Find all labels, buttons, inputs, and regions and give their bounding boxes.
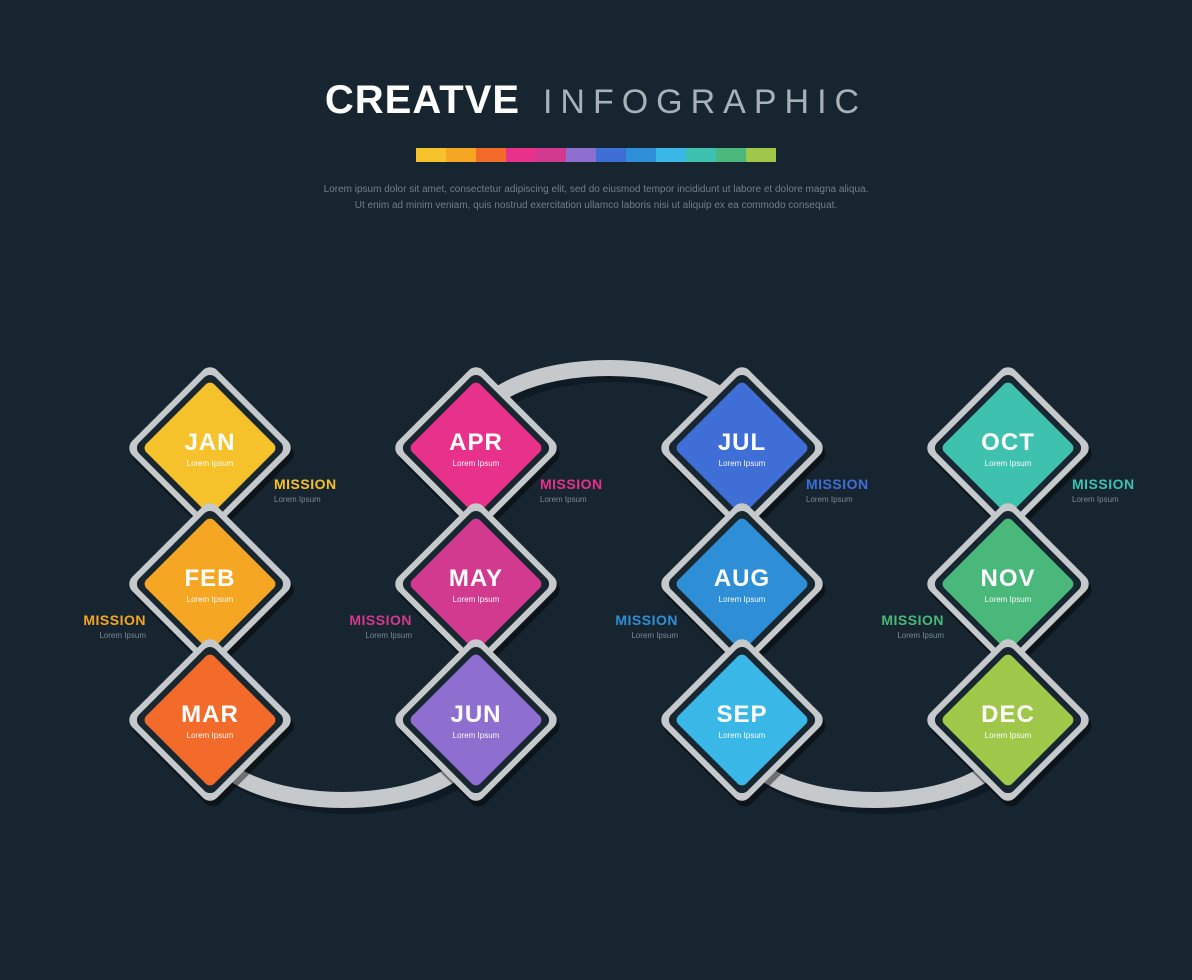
swatch <box>476 148 506 162</box>
month-label: JUN <box>450 701 501 729</box>
mission-sub: Lorem Ipsum <box>292 630 412 641</box>
month-sub: Lorem Ipsum <box>453 595 500 604</box>
month-sub: Lorem Ipsum <box>719 459 766 468</box>
month-node-sep: SEP Lorem Ipsum <box>682 660 802 780</box>
subtitle: Lorem ipsum dolor sit amet, consectetur … <box>0 182 1192 214</box>
mission-sub: Lorem Ipsum <box>824 630 944 641</box>
month-node-jun: JUN Lorem Ipsum <box>416 660 536 780</box>
month-node-aug: AUG Lorem Ipsum <box>682 524 802 644</box>
swatch <box>626 148 656 162</box>
month-sub: Lorem Ipsum <box>187 595 234 604</box>
mission-label: MISSION Lorem Ipsum <box>1072 476 1192 505</box>
mission-sub: Lorem Ipsum <box>806 494 926 505</box>
mission-label: MISSION Lorem Ipsum <box>824 612 944 641</box>
swatch <box>716 148 746 162</box>
month-label: MAR <box>181 701 239 729</box>
mission-label: MISSION Lorem Ipsum <box>540 476 660 505</box>
mission-title: MISSION <box>292 612 412 628</box>
month-label: APR <box>449 429 503 457</box>
title: CREATVE INFOGRAPHIC <box>0 78 1192 123</box>
month-sub: Lorem Ipsum <box>719 731 766 740</box>
month-label: JAN <box>184 429 235 457</box>
month-sub: Lorem Ipsum <box>985 595 1032 604</box>
month-sub: Lorem Ipsum <box>187 459 234 468</box>
month-label: DEC <box>981 701 1035 729</box>
mission-sub: Lorem Ipsum <box>558 630 678 641</box>
month-sub: Lorem Ipsum <box>187 731 234 740</box>
month-sub: Lorem Ipsum <box>719 595 766 604</box>
swatch <box>536 148 566 162</box>
swatch <box>416 148 446 162</box>
mission-label: MISSION Lorem Ipsum <box>292 612 412 641</box>
mission-title: MISSION <box>806 476 926 492</box>
month-node-jan: JAN Lorem Ipsum <box>150 388 270 508</box>
swatch <box>656 148 686 162</box>
mission-title: MISSION <box>26 612 146 628</box>
month-label: JUL <box>718 429 766 457</box>
month-node-apr: APR Lorem Ipsum <box>416 388 536 508</box>
month-label: SEP <box>716 701 767 729</box>
mission-label: MISSION Lorem Ipsum <box>274 476 394 505</box>
month-label: AUG <box>714 565 770 593</box>
infographic-stage: CREATVE INFOGRAPHIC Lorem ipsum dolor si… <box>0 0 1192 980</box>
swatch <box>506 148 536 162</box>
swatch <box>746 148 776 162</box>
swatch <box>596 148 626 162</box>
title-light: INFOGRAPHIC <box>543 83 867 122</box>
month-label: FEB <box>185 565 236 593</box>
month-node-mar: MAR Lorem Ipsum <box>150 660 270 780</box>
month-node-may: MAY Lorem Ipsum <box>416 524 536 644</box>
swatch <box>566 148 596 162</box>
title-bold: CREATVE <box>325 78 520 123</box>
color-swatches <box>0 148 1192 162</box>
month-label: MAY <box>449 565 503 593</box>
mission-title: MISSION <box>824 612 944 628</box>
subtitle-line2: Ut enim ad minim veniam, quis nostrud ex… <box>0 198 1192 214</box>
mission-title: MISSION <box>1072 476 1192 492</box>
swatch <box>686 148 716 162</box>
swatch <box>446 148 476 162</box>
mission-sub: Lorem Ipsum <box>26 630 146 641</box>
mission-sub: Lorem Ipsum <box>274 494 394 505</box>
subtitle-line1: Lorem ipsum dolor sit amet, consectetur … <box>0 182 1192 198</box>
month-node-dec: DEC Lorem Ipsum <box>948 660 1068 780</box>
month-node-oct: OCT Lorem Ipsum <box>948 388 1068 508</box>
mission-label: MISSION Lorem Ipsum <box>26 612 146 641</box>
month-node-nov: NOV Lorem Ipsum <box>948 524 1068 644</box>
month-label: OCT <box>981 429 1035 457</box>
mission-title: MISSION <box>274 476 394 492</box>
mission-title: MISSION <box>540 476 660 492</box>
mission-label: MISSION Lorem Ipsum <box>558 612 678 641</box>
month-node-jul: JUL Lorem Ipsum <box>682 388 802 508</box>
month-sub: Lorem Ipsum <box>453 731 500 740</box>
mission-sub: Lorem Ipsum <box>540 494 660 505</box>
mission-label: MISSION Lorem Ipsum <box>806 476 926 505</box>
mission-sub: Lorem Ipsum <box>1072 494 1192 505</box>
month-sub: Lorem Ipsum <box>453 459 500 468</box>
month-sub: Lorem Ipsum <box>985 731 1032 740</box>
month-sub: Lorem Ipsum <box>985 459 1032 468</box>
mission-title: MISSION <box>558 612 678 628</box>
month-label: NOV <box>980 565 1035 593</box>
month-node-feb: FEB Lorem Ipsum <box>150 524 270 644</box>
